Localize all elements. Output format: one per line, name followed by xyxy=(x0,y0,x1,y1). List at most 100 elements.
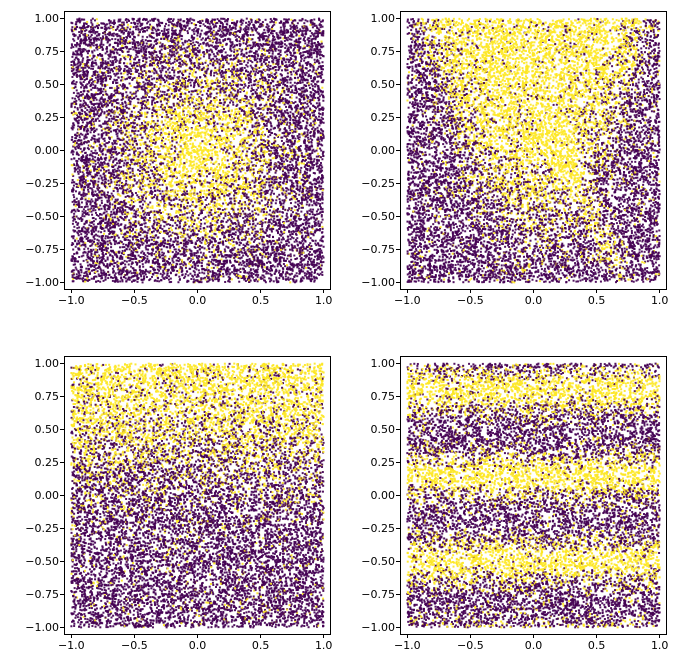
x-tick-mark xyxy=(133,289,135,293)
scatter-canvas-bottom-right xyxy=(401,357,666,634)
y-tick-mark xyxy=(60,248,64,250)
y-tick-label: −0.50 xyxy=(25,209,59,223)
x-tick-label: −0.5 xyxy=(457,294,484,307)
y-tick-label: 0.25 xyxy=(370,456,396,470)
y-tick-label: 1.00 xyxy=(370,12,396,26)
y-tick-mark xyxy=(396,560,400,562)
y-tick-label: 0.25 xyxy=(34,111,60,125)
x-tick-mark xyxy=(406,634,408,638)
x-tick-mark xyxy=(406,289,408,293)
y-tick-label: −1.00 xyxy=(25,275,59,289)
x-tick-mark xyxy=(70,289,72,293)
y-tick-mark xyxy=(60,182,64,184)
x-tick-label: −1.0 xyxy=(57,639,85,652)
x-tick-mark xyxy=(596,634,598,638)
y-tick-mark xyxy=(60,117,64,119)
x-tick-label: 1.0 xyxy=(314,294,333,307)
y-tick-label: 0.75 xyxy=(34,390,60,404)
x-tick-mark xyxy=(533,289,534,293)
y-tick-mark xyxy=(396,495,400,496)
y-tick-mark xyxy=(60,462,64,464)
x-tick-mark xyxy=(469,634,471,638)
scatter-canvas-top-left xyxy=(65,12,330,289)
y-tick-label: 1.00 xyxy=(370,357,396,371)
y-tick-label: 0.50 xyxy=(370,78,396,92)
y-tick-mark xyxy=(60,18,64,20)
y-tick-label: −0.75 xyxy=(361,587,395,601)
y-tick-label: −0.75 xyxy=(25,242,59,256)
x-tick-mark xyxy=(659,289,661,293)
y-tick-label: −0.25 xyxy=(361,176,395,190)
y-tick-mark xyxy=(396,215,400,217)
scatter-canvas-top-right xyxy=(401,12,666,289)
y-tick-label: −0.25 xyxy=(25,176,59,190)
x-tick-label: −1.0 xyxy=(57,294,85,307)
y-tick-mark xyxy=(396,593,400,595)
y-tick-label: −0.75 xyxy=(361,242,395,256)
y-tick-mark xyxy=(396,182,400,184)
y-tick-mark xyxy=(396,18,400,20)
y-tick-label: −1.00 xyxy=(25,620,59,634)
x-tick-label: 0.0 xyxy=(524,294,543,307)
y-tick-label: −0.25 xyxy=(25,521,59,535)
subplot-bottom-left: −1.0 −0.5 0.0 0.5 1.0 1.00 0.75 0.50 0.25 0.00 −0.… xyxy=(25,356,332,652)
x-tick-mark xyxy=(197,634,198,638)
y-tick-mark xyxy=(60,363,64,365)
x-tick-label: 0.0 xyxy=(188,294,207,307)
y-tick-label: −0.25 xyxy=(361,521,395,535)
y-tick-label: 0.75 xyxy=(370,390,396,404)
x-tick-label: 0.5 xyxy=(251,639,270,652)
x-tick-label: −0.5 xyxy=(121,294,148,307)
x-tick-label: −1.0 xyxy=(393,294,421,307)
y-tick-mark xyxy=(396,281,400,283)
x-tick-label: 0.5 xyxy=(587,294,606,307)
y-tick-mark xyxy=(60,150,64,151)
x-tick-mark xyxy=(70,634,72,638)
x-tick-mark xyxy=(659,634,661,638)
x-tick-mark xyxy=(197,289,198,293)
x-tick-label: 0.5 xyxy=(587,639,606,652)
x-tick-label: 1.0 xyxy=(650,294,669,307)
y-tick-label: 0.25 xyxy=(34,456,60,470)
y-tick-label: 0.75 xyxy=(34,45,60,59)
y-tick-label: 0.50 xyxy=(34,78,60,92)
y-tick-mark xyxy=(396,84,400,86)
y-tick-mark xyxy=(396,396,400,398)
y-tick-label: −1.00 xyxy=(361,275,395,289)
subplot-top-right: −1.0 −0.5 0.0 0.5 1.0 1.00 0.75 0.50 0.25 0.00 −0.… xyxy=(361,11,668,307)
y-tick-mark xyxy=(60,396,64,398)
x-tick-mark xyxy=(323,289,325,293)
y-tick-mark xyxy=(60,495,64,496)
y-tick-mark xyxy=(396,626,400,628)
x-tick-label: 1.0 xyxy=(650,639,669,652)
x-tick-label: −0.5 xyxy=(457,639,484,652)
y-tick-mark xyxy=(60,593,64,595)
y-tick-label: 0.50 xyxy=(34,423,60,437)
x-tick-mark xyxy=(469,289,471,293)
y-tick-mark xyxy=(396,527,400,529)
y-tick-label: 0.75 xyxy=(370,45,396,59)
x-tick-label: 0.0 xyxy=(188,639,207,652)
y-tick-label: −0.50 xyxy=(25,554,59,568)
x-tick-label: −1.0 xyxy=(393,639,421,652)
y-tick-mark xyxy=(60,527,64,529)
y-tick-label: −1.00 xyxy=(361,620,395,634)
y-tick-mark xyxy=(396,429,400,431)
y-tick-label: 0.25 xyxy=(370,111,396,125)
x-tick-mark xyxy=(133,634,135,638)
y-tick-label: 0.00 xyxy=(370,489,396,502)
x-tick-mark xyxy=(260,289,262,293)
x-tick-label: −0.5 xyxy=(121,639,148,652)
y-tick-mark xyxy=(60,429,64,431)
y-tick-mark xyxy=(60,215,64,217)
subplot-bottom-right: −1.0 −0.5 0.0 0.5 1.0 1.00 0.75 0.50 0.25 0.00 −0.… xyxy=(361,356,668,652)
y-tick-mark xyxy=(396,117,400,119)
y-tick-mark xyxy=(396,248,400,250)
x-tick-mark xyxy=(260,634,262,638)
y-tick-mark xyxy=(60,626,64,628)
y-tick-mark xyxy=(60,84,64,86)
y-tick-label: 0.50 xyxy=(370,423,396,437)
x-tick-mark xyxy=(323,634,325,638)
y-tick-label: 0.00 xyxy=(370,144,396,157)
